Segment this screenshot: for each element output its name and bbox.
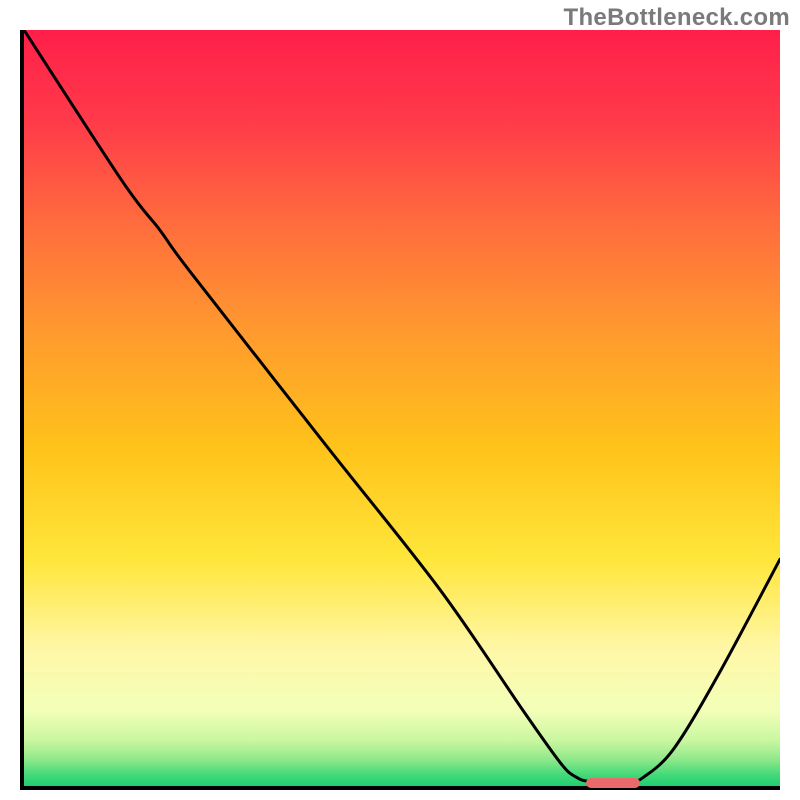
optimal-range-marker <box>586 778 639 788</box>
watermark-text: TheBottleneck.com <box>564 4 790 32</box>
background-gradient <box>24 30 780 786</box>
chart-container: TheBottleneck.com <box>0 0 800 800</box>
plot-area <box>20 30 780 790</box>
